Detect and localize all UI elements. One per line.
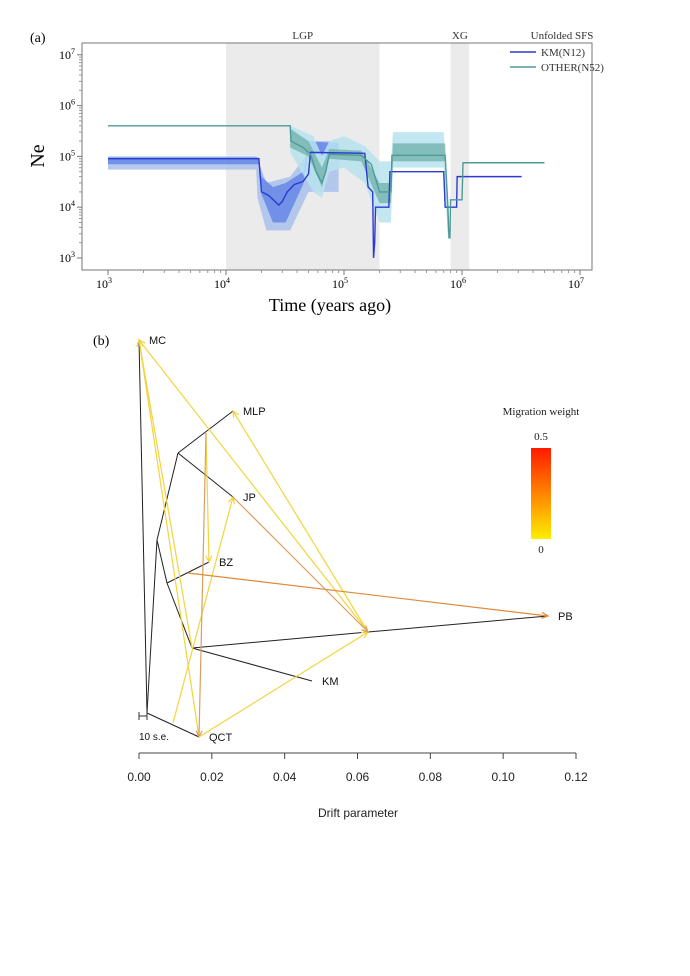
tip-label-mlp: MLP (243, 406, 266, 418)
tip-label-jp: JP (243, 492, 256, 504)
scale-bar-label: 10 s.e. (139, 732, 169, 743)
migration-arrowhead (361, 625, 369, 633)
migration-edge (138, 339, 369, 633)
tree-branch (156, 452, 179, 541)
migration-arrowhead (541, 611, 550, 619)
migration-arrowhead (205, 555, 213, 564)
legend-min: 0 (538, 544, 544, 556)
x-tick-label: 105 (332, 276, 348, 291)
series-line-0 (108, 151, 522, 259)
x-tick-label: 103 (96, 276, 112, 291)
x-tick-label: 0.06 (346, 770, 370, 784)
tip-label-km: KM (322, 676, 339, 688)
tree-branch (166, 561, 210, 584)
migration-edge (232, 410, 369, 633)
legend-color-bar (531, 448, 551, 539)
migration-edge (198, 432, 207, 738)
x-tick-label: 0.04 (273, 770, 297, 784)
x-tick-label: 104 (214, 276, 230, 291)
migration-arrowhead (360, 631, 370, 639)
panel-b-label: (b) (93, 334, 110, 349)
panel-a-label: (a) (30, 31, 46, 46)
y-axis-label: Ne (27, 144, 49, 167)
x-axis-label: Drift parameter (318, 806, 398, 820)
legend-max: 0.5 (534, 431, 548, 443)
migration-legend: Migration weight 0.5 0 (503, 406, 580, 556)
tree-branch (138, 339, 148, 714)
tree-branch (146, 539, 158, 714)
tree-branch (166, 582, 193, 649)
legend-title: Migration weight (503, 406, 580, 418)
panel-a-ne-plot: (a) LGP XG 103 104 105 106 107 103 104 105 106 107… (27, 30, 604, 316)
migration-edge (138, 339, 200, 738)
tip-label-pb: PB (558, 611, 573, 623)
period-label-xg: XG (452, 30, 468, 42)
period-label-lgp: LGP (292, 30, 313, 42)
tip-label-bz: BZ (219, 557, 233, 569)
shaded-period-xg (450, 43, 470, 270)
y-tick-label: 105 (59, 148, 75, 163)
migration-edge (138, 339, 193, 649)
legend-label-km: KM(N12) (541, 47, 585, 59)
tree-branch (191, 631, 369, 649)
x-tick-label: 0.08 (419, 770, 443, 784)
x-tick-label: 0.00 (127, 770, 151, 784)
tip-label-qct: QCT (209, 732, 233, 744)
y-tick-label: 107 (59, 47, 75, 62)
tree-branch (146, 712, 200, 738)
tip-label-mc: MC (149, 335, 166, 347)
legend-label-other: OTHER(N52) (541, 62, 604, 74)
migration-arrowhead (232, 409, 240, 419)
x-tick-label: 106 (450, 276, 466, 291)
migration-arrowhead (136, 338, 144, 347)
series-line-1 (108, 125, 545, 239)
y-tick-label: 104 (59, 199, 75, 214)
x-tick-label: 0.12 (564, 770, 588, 784)
tree-branch (367, 615, 549, 633)
x-tick-label: 0.02 (200, 770, 224, 784)
panel-b-treemix: (b) MC MLP JP BZ PB KM QCT 10 s.e. 0.00 0.02 0.04… (93, 334, 588, 820)
y-tick-label: 106 (59, 98, 75, 113)
legend: KM(N12) OTHER(N52) (510, 47, 604, 74)
y-tick-label: 103 (59, 250, 75, 265)
tree-branch (191, 647, 313, 682)
x-axis-label: Time (years ago) (269, 295, 391, 316)
tree-branch (177, 410, 234, 454)
x-tick-label: 0.10 (491, 770, 515, 784)
migration-edge (172, 496, 234, 724)
migration-edge (205, 432, 210, 563)
tree-branch (156, 539, 168, 584)
migration-edge (187, 572, 549, 617)
x-tick-label: 107 (568, 276, 584, 291)
migration-edge (232, 496, 369, 633)
plot-title: Unfolded SFS (531, 30, 594, 42)
migration-edge (198, 631, 369, 738)
